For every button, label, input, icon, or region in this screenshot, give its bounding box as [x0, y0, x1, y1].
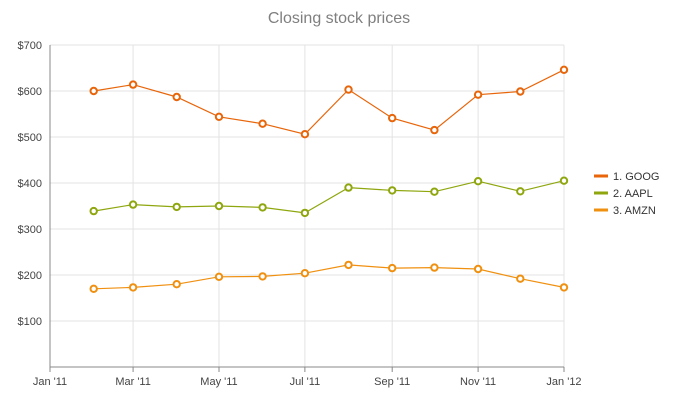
- data-point[interactable]: [128, 80, 138, 89]
- series-line: [93, 69, 565, 135]
- data-point[interactable]: [128, 283, 138, 292]
- data-point[interactable]: [258, 203, 267, 212]
- x-tick-label: Jan '11: [33, 376, 67, 388]
- legend-label: 3. AMZN: [613, 205, 656, 217]
- data-point[interactable]: [344, 260, 353, 270]
- data-point[interactable]: [300, 130, 310, 139]
- data-point[interactable]: [172, 92, 181, 102]
- x-tick-label: Jan '12: [546, 376, 581, 388]
- y-tick-label: $700: [18, 40, 42, 52]
- data-point[interactable]: [430, 187, 439, 196]
- chart-title: Closing stock prices: [268, 10, 410, 27]
- data-point[interactable]: [128, 200, 138, 209]
- data-point[interactable]: [516, 87, 525, 96]
- series-1: [89, 176, 569, 218]
- data-point[interactable]: [388, 263, 397, 273]
- series-0: [89, 65, 569, 139]
- y-tick-label: $600: [18, 86, 42, 98]
- y-tick-label: $300: [18, 224, 42, 236]
- series-line: [93, 180, 565, 214]
- data-point[interactable]: [214, 272, 224, 281]
- data-point[interactable]: [89, 86, 98, 96]
- data-point[interactable]: [473, 177, 483, 186]
- data-point[interactable]: [172, 202, 181, 212]
- data-point[interactable]: [214, 201, 224, 211]
- data-point[interactable]: [344, 85, 353, 94]
- data-point[interactable]: [388, 113, 397, 123]
- x-tick-label: May '11: [200, 376, 237, 388]
- x-tick-label: Sep '11: [374, 376, 410, 388]
- legend-label: 1. GOOG: [613, 171, 659, 183]
- y-tick-label: $400: [18, 178, 42, 190]
- axis-layer: $100 $200 $300 $400 $500 $600 $700 Jan '11 Mar '…: [18, 40, 582, 388]
- legend-item[interactable]: 1. GOOG: [594, 171, 659, 183]
- y-tick-label: $200: [18, 270, 42, 282]
- data-point[interactable]: [89, 284, 98, 293]
- data-point[interactable]: [300, 269, 310, 278]
- data-point[interactable]: [214, 112, 224, 122]
- data-point[interactable]: [473, 264, 483, 274]
- series-layer: [89, 65, 569, 293]
- data-point[interactable]: [430, 263, 439, 272]
- legend-item[interactable]: 2. AAPL: [594, 188, 653, 200]
- data-point[interactable]: [258, 272, 267, 281]
- data-point[interactable]: [559, 283, 569, 292]
- series-2: [89, 260, 569, 293]
- data-point[interactable]: [89, 206, 98, 216]
- data-point[interactable]: [516, 187, 525, 196]
- y-tick-label: $100: [18, 316, 42, 328]
- data-point[interactable]: [388, 186, 397, 195]
- data-point[interactable]: [516, 274, 525, 283]
- data-point[interactable]: [172, 280, 181, 289]
- data-point[interactable]: [559, 176, 569, 185]
- data-point[interactable]: [430, 125, 439, 135]
- data-point[interactable]: [344, 183, 353, 192]
- data-point[interactable]: [473, 90, 483, 99]
- x-tick-label: Mar '11: [115, 376, 151, 388]
- y-tick-label: $500: [18, 132, 42, 144]
- series-line: [93, 264, 565, 290]
- data-point[interactable]: [559, 65, 569, 75]
- data-point[interactable]: [258, 119, 267, 128]
- legend-item[interactable]: 3. AMZN: [594, 205, 656, 217]
- x-tick-label: Nov '11: [460, 376, 496, 388]
- data-point[interactable]: [300, 208, 310, 218]
- legend-label: 2. AAPL: [613, 188, 653, 200]
- x-tick-label: Jul '11: [290, 376, 321, 388]
- chart-legend[interactable]: 1. GOOG 2. AAPL 3. AMZN: [594, 171, 659, 217]
